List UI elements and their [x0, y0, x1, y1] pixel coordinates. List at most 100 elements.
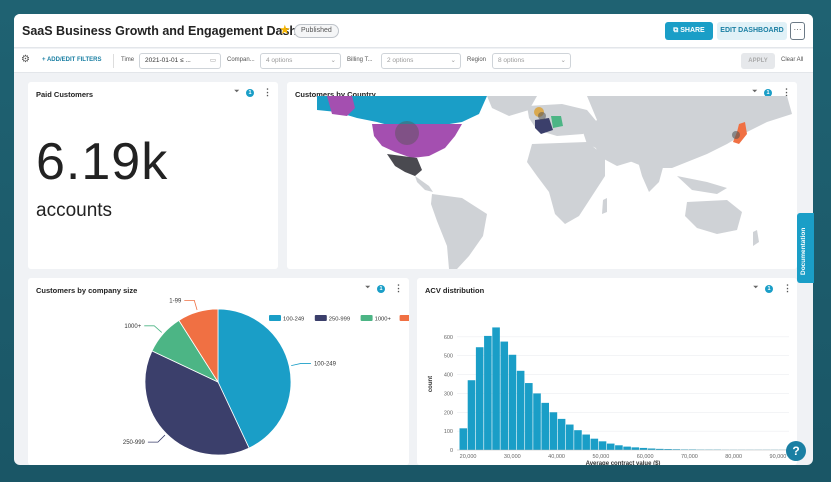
x-tick-label: 90,000	[770, 454, 787, 460]
pie-slice-label: 100-249	[314, 361, 337, 367]
x-tick-label: 80,000	[725, 454, 742, 460]
apply-button[interactable]: APPLY	[741, 53, 775, 69]
calendar-icon: ▭	[209, 57, 216, 64]
world-map	[317, 96, 792, 269]
y-tick-label: 0	[450, 448, 453, 454]
histogram-bar	[647, 448, 656, 450]
edit-dashboard-button[interactable]: EDIT DASHBOARD	[717, 22, 787, 40]
map-region-greenland	[487, 96, 537, 116]
histogram-bar	[639, 447, 648, 450]
map-region-africa	[527, 142, 605, 224]
map-region-germany	[551, 116, 563, 128]
add-filters-label: ADD/EDIT FILTERS	[46, 57, 102, 63]
map-region-canada	[317, 96, 487, 126]
map-region-india	[637, 158, 665, 192]
histogram-bar	[557, 418, 566, 450]
map-region-mexico	[387, 154, 422, 176]
x-tick-label: 50,000	[592, 454, 609, 460]
filter-count-badge[interactable]: 1	[377, 285, 385, 293]
y-tick-label: 200	[444, 410, 453, 416]
favorite-star-icon[interactable]: ★	[279, 22, 291, 37]
x-tick-label: 70,000	[681, 454, 698, 460]
pie-slice	[217, 308, 292, 449]
map-region-france	[535, 118, 553, 134]
map-region-usa	[372, 124, 462, 158]
map-region-southeast-asia	[677, 176, 727, 194]
chevron-down-icon: ⌄	[560, 57, 566, 64]
legend-label: 250-999	[329, 317, 350, 323]
dashboard-title: SaaS Business Growth and Engagement Dash…	[22, 24, 332, 38]
histogram-bar	[525, 383, 533, 450]
y-axis-label: count	[428, 376, 434, 392]
filter-icon[interactable]: ⏷	[753, 284, 759, 291]
map-region-alaska	[327, 96, 355, 116]
histogram-bar	[565, 424, 574, 450]
filter-label-billing: Billing T...	[347, 57, 373, 63]
card-menu-icon[interactable]: ⋮	[782, 87, 791, 97]
histogram-bar	[672, 449, 681, 450]
filter-icon[interactable]: ⏷	[234, 88, 240, 95]
time-filter-select[interactable]: 2021-01-01 ≤ ... ▭	[139, 53, 221, 69]
paid-customers-card: Paid Customers ⏷ 1 ⋮ 6.19k accounts	[28, 82, 278, 269]
filter-label-time: Time	[121, 57, 135, 63]
histogram-bar	[656, 448, 664, 450]
x-tick-label: 20,000	[460, 454, 477, 460]
big-number-value: 6.19k	[36, 133, 169, 191]
pie-leader-line	[184, 299, 198, 311]
gear-icon[interactable]: ⚙	[21, 54, 30, 65]
legend-swatch	[314, 315, 327, 321]
filter-count-badge[interactable]: 1	[764, 89, 772, 97]
documentation-tab[interactable]: Documentation	[797, 213, 814, 283]
card-menu-icon[interactable]: ⋮	[394, 283, 403, 293]
clear-all-link[interactable]: Clear All	[781, 57, 804, 63]
y-tick-label: 400	[444, 373, 453, 379]
region-filter-value: 8 options	[498, 57, 525, 64]
map-region-new-zealand	[753, 230, 759, 246]
company-filter-select[interactable]: 4 options ⌄	[260, 53, 341, 69]
filter-icon[interactable]: ⏷	[365, 284, 371, 291]
card-menu-icon[interactable]: ⋮	[263, 87, 272, 97]
billing-filter-value: 2 options	[387, 57, 414, 64]
filter-count-badge[interactable]: 1	[765, 285, 773, 293]
more-options-button[interactable]: ···	[790, 22, 805, 40]
x-axis-label: Average contract value ($)	[586, 461, 661, 465]
histogram-bar	[606, 443, 615, 450]
histogram-bar	[492, 327, 500, 450]
company-filter-value: 4 options	[266, 57, 293, 64]
share-label: SHARE	[680, 27, 705, 34]
histogram-bar	[516, 370, 525, 450]
share-button[interactable]: ⧉ SHARE	[665, 22, 713, 40]
documentation-label: Documentation	[800, 227, 807, 275]
y-tick-label: 100	[444, 429, 453, 435]
filter-label-company: Compan...	[227, 57, 255, 63]
customers-by-company-size-card: Customers by company size ⏷ 1 ⋮ 100-249 2…	[28, 278, 409, 465]
billing-filter-select[interactable]: 2 options ⌄	[381, 53, 461, 69]
pie-slice-label: 1000+	[124, 324, 141, 330]
map-region-australia	[685, 200, 742, 234]
histogram-bar	[500, 341, 509, 450]
help-button[interactable]: ?	[786, 441, 806, 461]
x-tick-label: 30,000	[504, 454, 521, 460]
pie-slice	[178, 308, 219, 384]
pie-leader-line	[291, 363, 311, 367]
y-tick-label: 300	[444, 391, 453, 397]
card-title: ACV distribution	[425, 286, 485, 295]
map-region-south-america	[431, 194, 487, 269]
legend-swatch	[360, 315, 373, 321]
status-badge: Published	[294, 24, 339, 38]
filter-count-badge[interactable]: 1	[246, 89, 254, 97]
card-title: Paid Customers	[36, 90, 94, 99]
customers-by-country-card: Customers by Country ⏷ 1 ⋮	[287, 82, 797, 269]
histogram-bar	[598, 441, 607, 450]
plus-icon: +	[42, 57, 47, 63]
card-menu-icon[interactable]: ⋮	[783, 283, 792, 293]
histogram-bar	[549, 412, 558, 450]
card-title: Customers by company size	[36, 286, 138, 295]
map-region-middle-east	[592, 142, 637, 166]
map-bubble-europe	[538, 112, 546, 120]
filter-icon[interactable]: ⏷	[752, 88, 758, 95]
add-edit-filters-button[interactable]: + ADD/EDIT FILTERS	[42, 57, 102, 63]
region-filter-select[interactable]: 8 options ⌄	[492, 53, 571, 69]
share-icon: ⧉	[673, 27, 681, 34]
histogram-bar	[508, 354, 517, 450]
